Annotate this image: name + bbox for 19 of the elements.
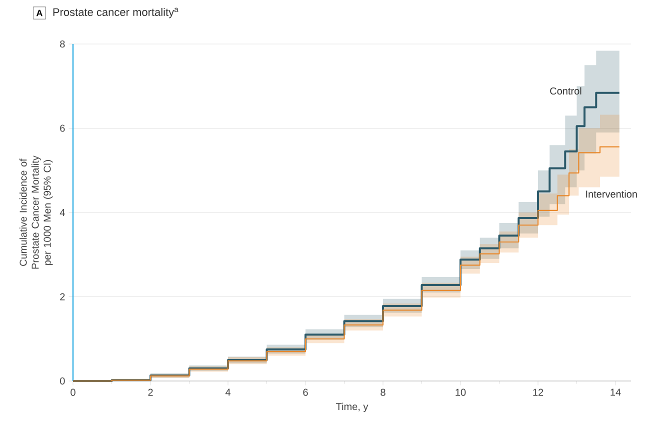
series-label: Intervention xyxy=(586,190,637,198)
y-tick-label: 0 xyxy=(60,377,65,385)
x-tick-label: 6 xyxy=(303,388,308,396)
x-tick-label: 12 xyxy=(533,388,544,396)
y-tick-label: 8 xyxy=(60,40,65,48)
x-tick-label: 8 xyxy=(380,388,386,396)
y-tick-label: 2 xyxy=(60,293,65,300)
x-tick-label: 10 xyxy=(456,388,466,396)
text: A xyxy=(36,10,42,16)
series-label: Control xyxy=(550,87,582,95)
x-tick-label: 0 xyxy=(70,388,76,396)
x-tick-label: 2 xyxy=(148,388,153,396)
x-tick-label: 4 xyxy=(225,388,230,396)
x-tick-label: 14 xyxy=(610,388,621,396)
y-axis-title: Cumulative Incidence of Prostate Cancer Mortality per 1000 Men (95% CI) xyxy=(19,156,53,269)
y-tick-label: 6 xyxy=(60,124,65,132)
y-tick-label: 4 xyxy=(60,209,65,216)
chart-title: Prostate cancer mortality$^{a}$ xyxy=(53,8,178,18)
x-axis-title: Time, y xyxy=(336,402,368,412)
